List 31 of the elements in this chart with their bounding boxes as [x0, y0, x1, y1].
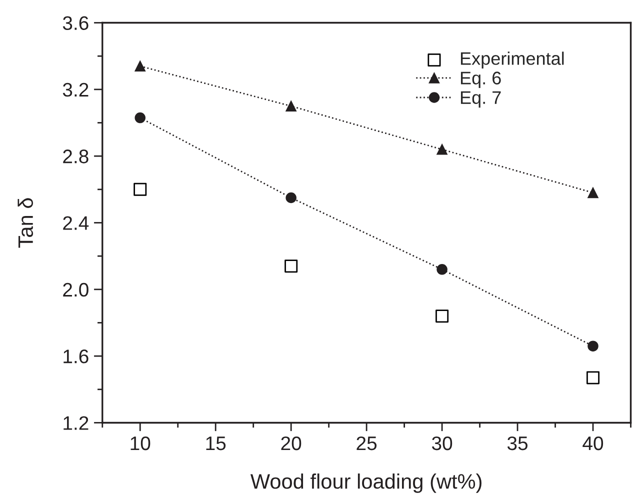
point — [588, 340, 598, 352]
point — [134, 112, 146, 124]
x-tick-label: 15 — [206, 436, 226, 450]
point — [436, 144, 448, 155]
point — [436, 264, 448, 275]
point — [286, 192, 296, 204]
y-tick-label: 1.2 — [64, 416, 88, 430]
point — [134, 182, 147, 196]
legend-label: Eq. 6 — [460, 72, 501, 88]
x-tick-label: 25 — [356, 436, 377, 450]
point — [284, 260, 298, 273]
point — [286, 100, 296, 112]
x-axis-title: Wood flour loading (wt%) — [250, 473, 482, 493]
point — [588, 187, 598, 198]
x-tick-label: 35 — [507, 436, 528, 450]
point — [586, 371, 600, 384]
point — [436, 310, 449, 323]
y-tick-label: 3.6 — [62, 16, 88, 30]
x-tick-label: 40 — [582, 436, 604, 450]
y-axis-title: Tan δ — [18, 198, 34, 248]
y-tick-label: 1.6 — [64, 350, 88, 364]
x-tick-label: 30 — [432, 436, 452, 450]
y-tick-label: 3.2 — [62, 82, 88, 97]
y-tick-label: 2.8 — [63, 150, 88, 164]
legend-label: Eq. 7 — [460, 91, 501, 108]
y-tick-label: 2.0 — [63, 282, 88, 297]
x-tick-label: 20 — [281, 436, 302, 450]
legend-label: Experimental — [460, 52, 564, 68]
y-tick-label: 2.4 — [63, 216, 89, 230]
point — [134, 60, 146, 72]
x-tick-label: 10 — [130, 436, 150, 450]
